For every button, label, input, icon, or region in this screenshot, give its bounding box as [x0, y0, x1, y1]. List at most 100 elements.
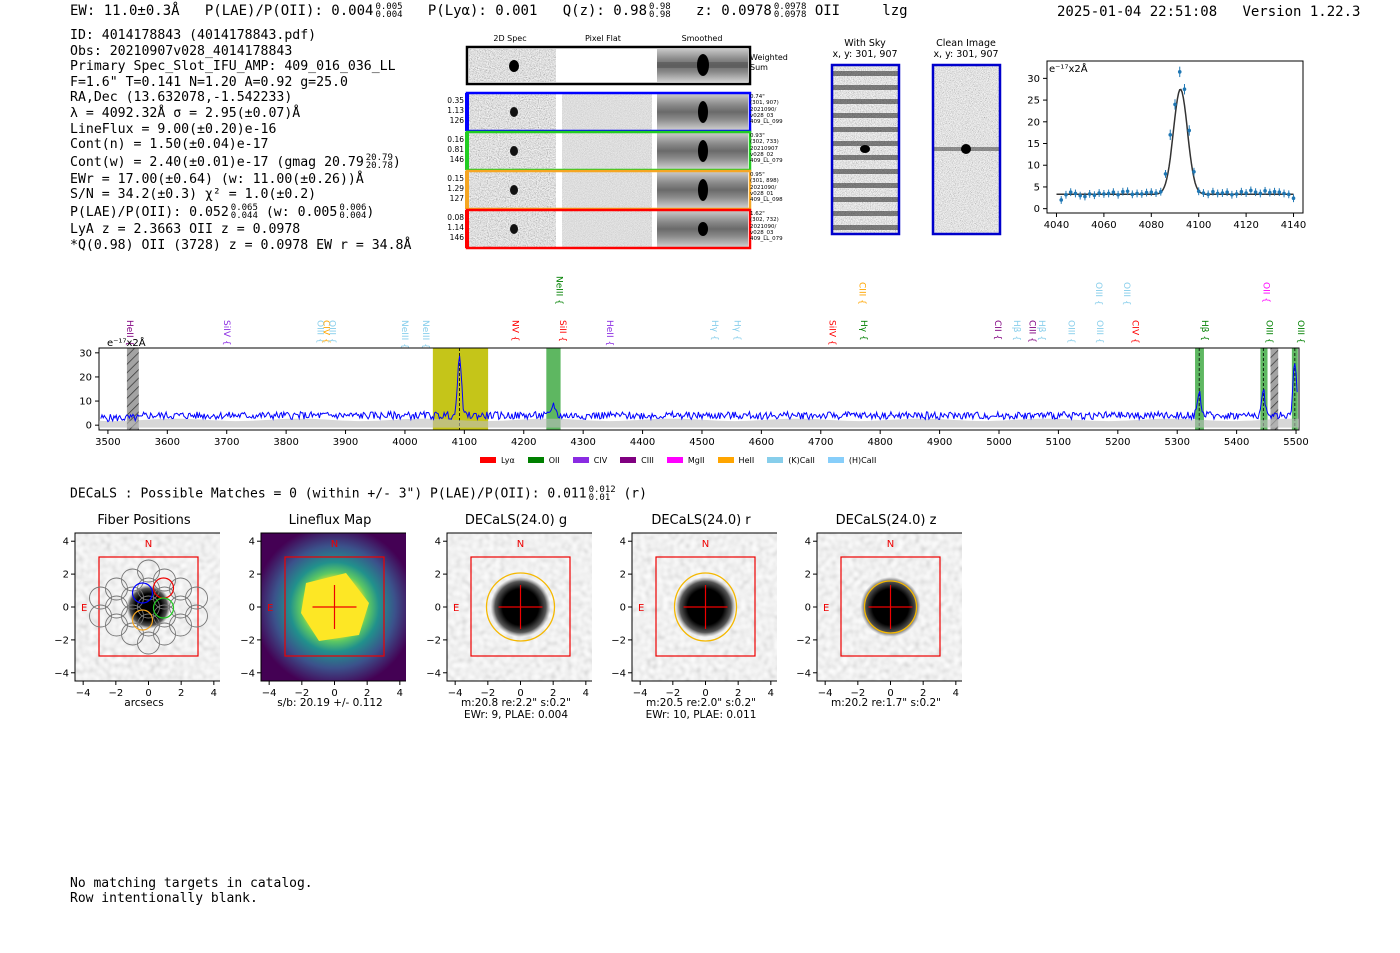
fiber-row-values: 0.08 1.14 146	[442, 213, 464, 243]
legend-item: Lyα	[480, 456, 515, 465]
info-sn: S/N = 34.2(±0.3) χ² = 1.0(±0.2)	[70, 187, 317, 203]
spectrum-line	[100, 355, 1298, 423]
fiber-row-info-line: 409_LL_099	[750, 119, 783, 126]
zoom-data-point	[1059, 198, 1064, 202]
zoom-y-tick-label: 5	[1034, 182, 1040, 193]
header-qz: Q(z): 0.98	[562, 3, 648, 19]
aperture-box	[284, 556, 385, 657]
fiber-row-value: 0.35	[447, 96, 464, 105]
map-y-tick-label: −4	[240, 668, 255, 679]
spectrum-line-label: Hγ {	[709, 320, 719, 341]
map-y-tick-label: 0	[435, 603, 441, 614]
fiber-rows	[465, 91, 752, 250]
spectrum-line-label: CIV {	[321, 320, 331, 344]
map-x-tick-label: 4	[953, 688, 959, 699]
legend-label: CIV	[593, 455, 608, 465]
north-label: N	[331, 539, 338, 550]
map-x-tick-label: 2	[920, 688, 926, 699]
zoom-data-point	[1083, 194, 1087, 199]
decals-panel-map: N E −4 −4 −2 −2 0 0 2 2 4 4	[796, 532, 962, 699]
fiber-row-values: 0.35 1.13 126	[442, 96, 464, 126]
fiber-circle	[137, 559, 160, 583]
zoom-data-point	[1286, 192, 1291, 197]
zoom-data-points	[1059, 66, 1296, 204]
fiber-circle-orange	[131, 609, 154, 631]
spectrum-x-tick-label: 4700	[808, 437, 833, 448]
spectrum-x-tick-label: 3900	[333, 437, 358, 448]
aperture-box	[655, 556, 756, 657]
fiber-row-info-line: (301, 898)	[750, 178, 779, 185]
info-plae: P(LAE)/P(OII): 0.052 0.065 0.044 (w: 0.005…	[70, 203, 411, 222]
zoom-data-point	[1173, 102, 1177, 107]
spectrum-line-label: OIII {	[1263, 320, 1273, 344]
info-id: ID: 4014178843 (4014178843.pdf)	[70, 28, 317, 43]
spectrum-x-tick-label: 4200	[511, 437, 536, 448]
info-contw-lo: 20.78	[365, 160, 393, 171]
spectrum-line-label: NeIII {	[420, 320, 430, 349]
with-sky-title: With Sky	[844, 38, 886, 49]
spectrum-x-tick-label: 5300	[1164, 437, 1189, 448]
legend-swatch	[827, 457, 844, 463]
header-ew: EW: 11.0±0.3Å	[70, 3, 180, 19]
spectrum-line-label: CII {	[992, 320, 1002, 340]
zoom-data-point	[1064, 192, 1068, 197]
fiber-row-info-line: 409_LL_098	[750, 197, 783, 204]
decals-panel-map: N E −4 −4 −2 −2 0 0 2 2 4 4	[240, 532, 406, 699]
clean-image	[931, 63, 1002, 236]
map-y-tick-label: 4	[620, 537, 626, 548]
zoom-data-point	[1253, 190, 1258, 194]
zoom-data-point	[1230, 192, 1234, 197]
spectrum-x-tick-label: 4500	[689, 437, 714, 448]
sky-band	[832, 141, 899, 146]
spectrum-line-label: OIII {	[327, 320, 337, 344]
zoom-x-tick-label: 4040	[1044, 220, 1069, 231]
fiber-row-info-line: 0.74"	[750, 94, 765, 100]
spectrum-line-label: SiIV {	[827, 320, 837, 346]
fiber-circle	[169, 613, 192, 637]
map-y-tick-label: 4	[805, 537, 811, 548]
footer-line-1: No matching targets in catalog.	[70, 876, 313, 891]
zoom-x-tick-label: 4140	[1281, 220, 1306, 231]
map-x-tick-label: −2	[108, 688, 123, 699]
decals-panel-map: N E −4 −4 −2 −2 0 0 2 2 4 4	[611, 532, 777, 699]
spectrum-line-label: SiII {	[557, 320, 567, 342]
map-y-tick-label: −2	[796, 635, 811, 646]
zoom-y-tick-label: 15	[1027, 139, 1040, 150]
spectrum-line-label: CIV {	[1130, 320, 1140, 344]
map-x-tick-label: −4	[448, 688, 463, 699]
map-x-tick-label: 0	[887, 688, 893, 699]
zoom-data-point	[1144, 190, 1149, 195]
map-y-tick-label: 4	[249, 537, 255, 548]
fiber-row-value: 1.13	[447, 106, 464, 115]
zoom-y-tick-label: 10	[1027, 161, 1040, 172]
map-x-tick-label: 2	[735, 688, 741, 699]
header-z-line: OII	[814, 3, 841, 19]
east-label: E	[823, 603, 829, 614]
with-sky-image	[830, 63, 901, 236]
decals-panel-title: Fiber Positions	[97, 513, 191, 528]
zoom-y-tick-label: 0	[1034, 204, 1040, 215]
info-plae-end: )	[366, 204, 375, 220]
spectrum-line-label: SiIV {	[221, 320, 231, 346]
info-plae-w: (w: 0.005	[265, 204, 338, 220]
zoom-data-point	[1102, 192, 1106, 196]
fiber-row-info: 0.93" (302, 733) 20210907 v028_02 409_LL_079	[750, 133, 783, 164]
legend-item: (K)CaII	[767, 456, 815, 465]
spectrum-line-label: Hβ {	[1199, 320, 1209, 341]
decals-panel-map: N E −4 −4 −2 −2 0 0 2 2 4 4	[426, 532, 592, 699]
spectrum-y-tick-label: 0	[86, 421, 92, 432]
fiber-row-info-line: (302, 732)	[750, 217, 779, 224]
fiber-row-info-line: 409_LL_079	[750, 158, 783, 165]
fiber-circle	[153, 568, 176, 592]
map-x-tick-label: 0	[517, 688, 523, 699]
spectrum-x-tick-label: 5400	[1224, 437, 1249, 448]
header-user: lzg	[882, 3, 908, 19]
zoom-data-point	[1211, 189, 1215, 194]
map-y-tick-label: 4	[63, 537, 69, 548]
zoom-data-point	[1225, 190, 1229, 194]
decals-caption-line: s/b: 20.19 +/- 0.112	[277, 697, 383, 709]
sky-band	[832, 85, 899, 90]
decals-panel-caption: m:20.2 re:1.7" s:0.2"	[812, 697, 960, 709]
fiber-circle	[137, 595, 160, 619]
decals-caption-line: m:20.2 re:1.7" s:0.2"	[831, 697, 941, 709]
